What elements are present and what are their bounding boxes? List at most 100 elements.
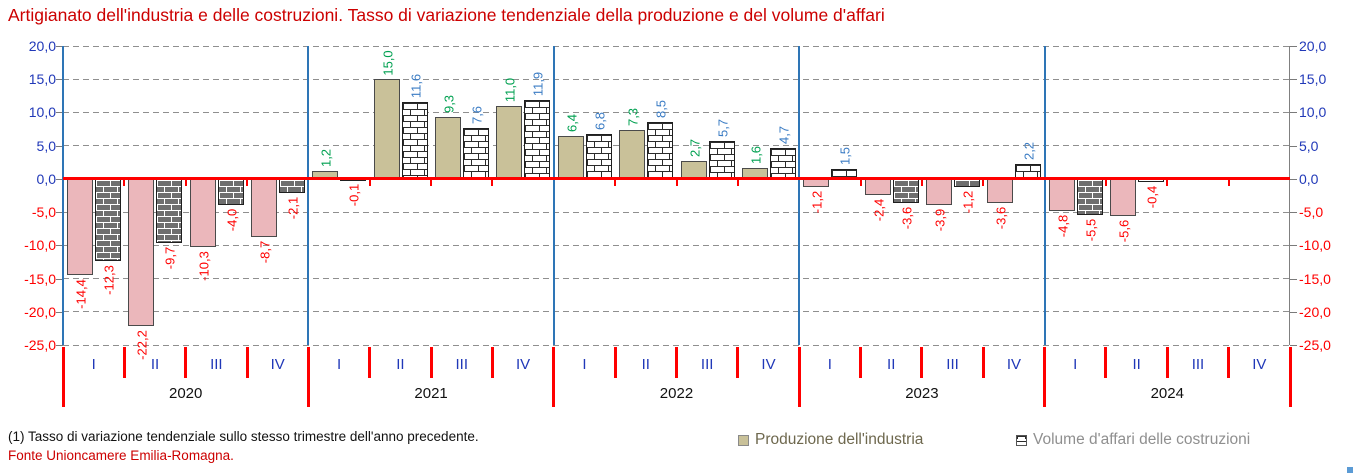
quarter-boundary-tick [1104,347,1108,378]
value-label: -14,4 [73,278,89,309]
bar-industry-2021-III [435,117,462,179]
quarter-boundary-tick [675,347,678,378]
zero-axis-tick [675,177,678,187]
axis-tick-stub [1290,245,1297,247]
x-axis-quarter-label: I [336,356,342,373]
zero-axis-tick [1104,177,1107,187]
quarter-boundary-tick [368,347,372,378]
x-axis-quarter-label: I [582,356,587,373]
gridline [63,145,1290,147]
bar-construction-2023-IV [1015,164,1042,179]
value-label: -5,5 [1083,219,1099,242]
bar-industry-2023-II [864,178,891,195]
bar-industry-2024-I [1048,178,1075,211]
axis-tick-stub [56,245,63,247]
x-axis-quarter-label: I [827,356,832,373]
quarter-boundary-tick [122,347,126,378]
axis-tick-stub [1290,112,1297,114]
x-axis-year-label: 2021 [414,385,448,402]
construction-swatch-icon [1016,434,1027,446]
bar-industry-2023-IV [987,178,1014,203]
x-axis-quarter-label: II [150,356,160,373]
y-axis-tick-label: 5,0 [1299,137,1319,154]
bar-construction-2022-IV [769,147,796,179]
value-label: -0,1 [346,183,362,206]
value-label: -1,2 [809,190,825,214]
zero-axis-tick [491,177,494,187]
y-axis-tick-label: -25,0 [1299,337,1331,353]
gridline [63,111,1290,113]
x-axis-quarter-label: IV [1006,356,1022,373]
value-label: 6,4 [564,114,580,133]
value-label: -3,6 [993,206,1009,229]
year-boundary-tick [61,347,65,407]
value-label: -3,6 [899,206,915,229]
x-axis-year-label: 2024 [1150,385,1184,402]
value-label: 15,0 [380,50,396,76]
bar-construction-2021-II [401,101,428,179]
x-axis-quarter-label: IV [1252,356,1267,373]
axis-tick-stub [56,46,63,47]
axis-tick-stub [56,278,63,280]
quarter-boundary-tick [429,347,433,378]
bar-industry-2020-II [128,178,155,327]
bar-construction-2021-IV [524,99,551,179]
y-axis-tick-label: -15,0 [24,270,56,287]
bar-industry-2022-II [619,130,646,179]
corner-mark [1347,467,1353,473]
bar-industry-2021-IV [496,105,523,179]
y-axis-tick-label: -10,0 [1299,237,1331,254]
x-axis-quarter-label: III [455,356,469,373]
zero-axis-tick [614,177,617,187]
bar-construction-2022-II [647,122,674,179]
bar-construction-2020-IV [279,178,306,193]
y-axis-tick-label: 10,0 [28,104,56,121]
legend-item-construction: Volume d'affari delle costruzioni [1016,431,1250,449]
value-label: 2,2 [1021,142,1037,161]
y-axis-tick-label: -10,0 [24,237,56,254]
bar-construction-2024-I [1076,178,1103,216]
value-label: -3,9 [932,208,948,231]
x-axis-quarter-label: III [700,356,714,373]
value-label: 1,2 [318,148,334,167]
x-axis-year-label: 2023 [905,385,939,402]
zero-axis-tick [982,177,985,187]
value-label: -0,4 [1144,185,1160,208]
x-axis-quarter-label: II [887,356,896,373]
zero-axis-tick [123,177,126,187]
value-label: 7,6 [469,106,485,125]
quarter-boundary-tick [859,347,863,378]
zero-axis-tick [1227,177,1230,187]
axis-tick-stub [56,112,63,114]
value-label: -2,4 [871,198,887,222]
quarter-boundary-tick [184,347,188,378]
value-label: -4,8 [1055,214,1071,237]
y-axis-tick-label: 20,0 [28,38,56,54]
bar-industry-2021-II [373,79,400,179]
zero-axis-tick [1166,177,1169,187]
value-label: -1,2 [960,190,976,214]
quarter-boundary-tick [490,347,494,378]
bar-construction-2020-I [95,178,121,261]
bar-industry-2022-I [557,136,584,179]
value-label: 4,7 [776,125,792,144]
industry-swatch-icon [738,434,749,446]
right-axis-line [1289,46,1290,345]
quarter-boundary-tick [613,347,617,378]
value-label: -22,2 [134,330,150,361]
y-axis-tick-label: 0,0 [1299,170,1319,187]
x-axis-quarter-label: II [1132,356,1141,373]
bar-construction-2021-III [463,128,490,179]
gridline [63,344,1290,346]
value-label: 2,7 [687,138,702,157]
bar-industry-2023-III [925,178,952,205]
value-label: 11,0 [502,77,518,102]
y-axis-tick-label: 0,0 [36,170,56,187]
y-axis-tick-label: 15,0 [1299,71,1327,88]
value-label: 5,7 [715,118,730,138]
axis-tick-stub [1290,345,1297,346]
plot-area: -25,0 -25,0 -20,0 -20,0 -15,0 -15,0 -10,0 -10,0… [24,38,1331,407]
bar-industry-2020-I [67,178,93,275]
y-axis-tick-label: 5,0 [36,137,56,154]
year-boundary-tick [552,347,556,407]
